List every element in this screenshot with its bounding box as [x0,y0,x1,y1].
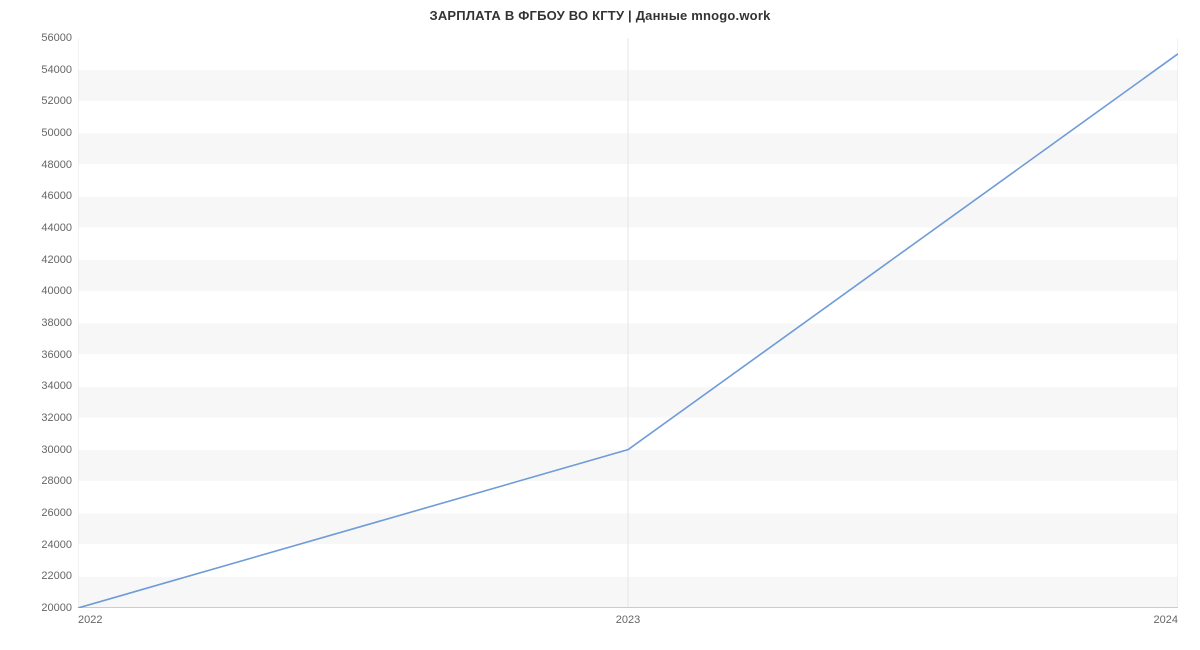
y-tick-label: 44000 [41,222,72,234]
y-tick-label: 54000 [41,64,72,76]
y-tick-label: 42000 [41,254,72,266]
chart-svg [78,38,1178,608]
x-tick-label: 2022 [78,614,102,626]
y-tick-label: 28000 [41,475,72,487]
y-tick-label: 26000 [41,507,72,519]
y-tick-label: 20000 [41,602,72,614]
y-tick-label: 50000 [41,127,72,139]
plot-area [78,38,1178,608]
y-tick-label: 32000 [41,412,72,424]
x-tick-label: 2023 [616,614,640,626]
x-tick-label: 2024 [1154,614,1178,626]
y-tick-label: 36000 [41,349,72,361]
chart-title: ЗАРПЛАТА В ФГБОУ ВО КГТУ | Данные mnogo.… [0,8,1200,23]
y-tick-label: 46000 [41,190,72,202]
y-tick-label: 40000 [41,285,72,297]
y-tick-label: 56000 [41,32,72,44]
y-tick-label: 48000 [41,159,72,171]
y-tick-label: 30000 [41,444,72,456]
y-tick-label: 24000 [41,539,72,551]
y-tick-label: 52000 [41,95,72,107]
y-tick-label: 38000 [41,317,72,329]
chart-container: ЗАРПЛАТА В ФГБОУ ВО КГТУ | Данные mnogo.… [0,0,1200,650]
y-tick-label: 22000 [41,570,72,582]
y-tick-label: 34000 [41,380,72,392]
